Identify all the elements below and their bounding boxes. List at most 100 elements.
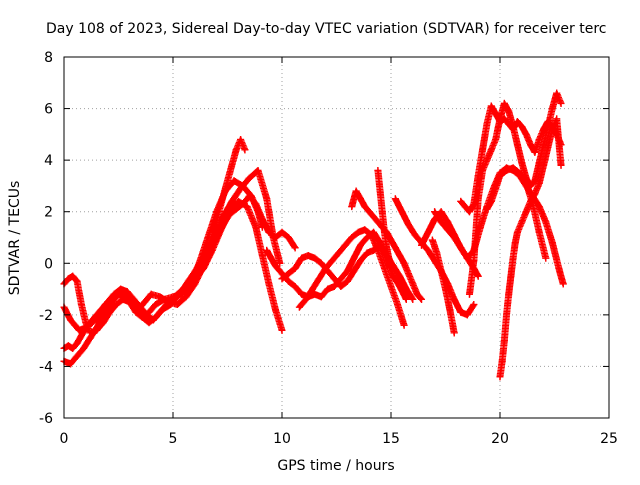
data-point bbox=[176, 290, 184, 298]
data-point bbox=[335, 249, 343, 257]
data-point bbox=[487, 146, 495, 154]
data-point bbox=[483, 205, 491, 213]
data-point bbox=[119, 295, 127, 303]
data-point bbox=[232, 205, 240, 213]
data-point bbox=[193, 272, 201, 280]
data-point bbox=[411, 231, 419, 239]
data-point bbox=[500, 99, 508, 107]
data-point bbox=[271, 306, 279, 314]
data-point bbox=[463, 311, 471, 319]
data-point bbox=[498, 357, 506, 365]
data-point bbox=[500, 337, 508, 345]
data-point bbox=[278, 326, 286, 334]
data-point bbox=[378, 208, 386, 216]
data-point bbox=[470, 301, 478, 309]
data-point bbox=[285, 277, 293, 285]
series-arc13 bbox=[428, 236, 458, 337]
data-point bbox=[457, 308, 465, 316]
data-point bbox=[503, 166, 511, 174]
data-point bbox=[186, 282, 194, 290]
x-axis-title: GPS time / hours bbox=[277, 458, 394, 474]
data-point bbox=[437, 267, 445, 275]
data-point bbox=[509, 254, 517, 262]
data-point bbox=[385, 254, 393, 262]
data-point bbox=[304, 252, 312, 260]
data-point bbox=[428, 236, 436, 244]
data-point bbox=[509, 123, 517, 131]
data-point bbox=[348, 203, 356, 211]
data-point bbox=[535, 203, 543, 211]
data-point bbox=[348, 234, 356, 241]
data-point bbox=[271, 262, 279, 270]
data-point bbox=[213, 208, 221, 216]
data-point bbox=[457, 244, 465, 252]
x-tick-label: 20 bbox=[491, 431, 509, 447]
data-point bbox=[444, 226, 452, 234]
data-point bbox=[219, 221, 227, 229]
data-point bbox=[446, 306, 454, 314]
x-tick-label: 5 bbox=[169, 431, 178, 447]
data-point bbox=[374, 218, 382, 226]
data-point bbox=[496, 115, 504, 123]
data-point bbox=[404, 221, 412, 229]
data-point bbox=[263, 246, 271, 254]
data-point bbox=[324, 285, 332, 293]
data-point bbox=[548, 239, 556, 247]
data-point bbox=[518, 123, 526, 131]
series-arc9 bbox=[348, 187, 426, 303]
data-point bbox=[365, 208, 373, 216]
data-point bbox=[361, 226, 369, 234]
data-point bbox=[330, 275, 338, 283]
data-point bbox=[182, 293, 190, 301]
data-point bbox=[496, 172, 504, 180]
data-point bbox=[237, 136, 245, 144]
data-point bbox=[298, 254, 306, 262]
data-point bbox=[513, 117, 521, 125]
y-tick-label: 8 bbox=[44, 50, 53, 66]
data-point bbox=[511, 239, 519, 247]
y-tick-label: 2 bbox=[44, 205, 53, 221]
data-point bbox=[77, 301, 85, 309]
data-point bbox=[431, 208, 439, 216]
data-point bbox=[479, 166, 487, 174]
data-point bbox=[106, 301, 114, 309]
data-point bbox=[479, 146, 487, 154]
data-point bbox=[73, 339, 81, 347]
data-point bbox=[450, 234, 458, 241]
data-point bbox=[143, 311, 151, 319]
data-point bbox=[141, 298, 149, 306]
data-point bbox=[317, 259, 325, 267]
data-point bbox=[99, 311, 107, 319]
data-point bbox=[505, 290, 513, 298]
data-point bbox=[363, 249, 371, 257]
data-point bbox=[529, 200, 537, 208]
data-point bbox=[374, 246, 382, 254]
data-point bbox=[548, 125, 556, 133]
data-point bbox=[465, 208, 473, 216]
data-point bbox=[343, 277, 351, 285]
data-point bbox=[245, 174, 253, 182]
y-tick-label: -4 bbox=[39, 359, 53, 375]
data-point bbox=[234, 197, 242, 205]
data-point bbox=[302, 295, 310, 303]
y-tick-labels: -6 -4 -2 0 2 4 6 8 bbox=[39, 50, 53, 427]
data-point bbox=[265, 280, 273, 288]
series-arc10 bbox=[374, 166, 395, 267]
data-point bbox=[409, 280, 417, 288]
data-point bbox=[119, 288, 127, 296]
data-point bbox=[391, 195, 399, 203]
data-point bbox=[295, 303, 303, 311]
data-point bbox=[341, 241, 349, 249]
data-point bbox=[544, 143, 552, 151]
data-point bbox=[555, 264, 563, 272]
data-point bbox=[505, 107, 513, 115]
data-point bbox=[548, 105, 556, 113]
data-point bbox=[291, 282, 299, 290]
data-point bbox=[138, 313, 146, 321]
data-point bbox=[400, 259, 408, 267]
data-point bbox=[557, 161, 565, 169]
data-point bbox=[322, 264, 330, 272]
data-point bbox=[559, 280, 567, 288]
data-point bbox=[553, 89, 561, 97]
data-point bbox=[518, 159, 526, 167]
